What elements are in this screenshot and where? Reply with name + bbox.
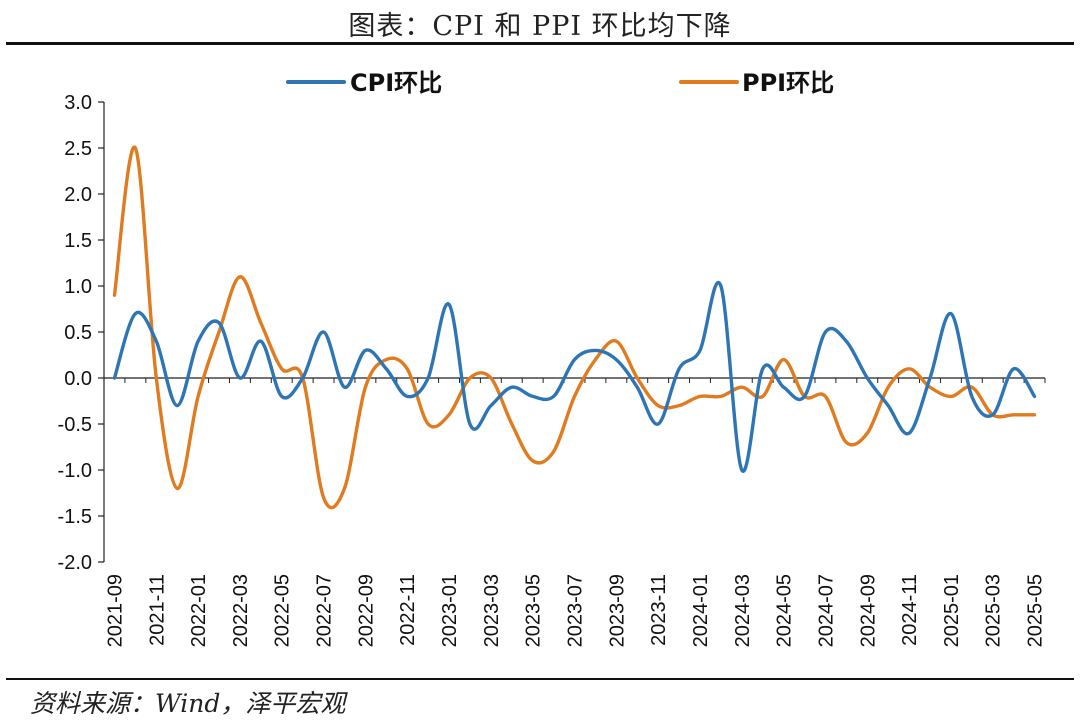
x-tick-label: 2023-09 bbox=[606, 574, 628, 647]
x-tick-label: 2022-05 bbox=[272, 574, 294, 647]
x-tick-label: 2025-01 bbox=[941, 574, 963, 647]
legend-label-ppi: PPI环比 bbox=[742, 69, 834, 97]
chart-title: 图表：CPI 和 PPI 环比均下降 bbox=[348, 11, 732, 42]
x-tick-label: 2024-09 bbox=[857, 574, 879, 647]
x-tick-label: 2022-03 bbox=[230, 574, 252, 647]
x-tick-label: 2024-07 bbox=[815, 574, 837, 647]
y-tick-label: -1.5 bbox=[58, 506, 92, 528]
series-line-ppi bbox=[112, 145, 1037, 510]
x-tick-label: 2024-11 bbox=[899, 574, 921, 646]
x-tick-label: 2024-05 bbox=[774, 574, 796, 647]
x-tick-label: 2023-05 bbox=[523, 574, 545, 647]
x-tick-label: 2025-05 bbox=[1025, 574, 1047, 647]
y-tick-label: -2.0 bbox=[58, 552, 92, 574]
x-tick-label: 2024-01 bbox=[690, 574, 712, 647]
x-tick-label: 2023-07 bbox=[565, 574, 587, 647]
y-tick-label: 0.0 bbox=[64, 368, 92, 390]
x-tick-label: 2022-01 bbox=[188, 574, 210, 647]
x-tick-label: 2021-11 bbox=[146, 574, 168, 646]
x-tick-label: 2022-11 bbox=[397, 574, 419, 646]
x-tick-label: 2024-03 bbox=[732, 574, 754, 647]
y-tick-label: 2.5 bbox=[64, 138, 92, 160]
x-tick-label: 2023-03 bbox=[481, 574, 503, 647]
y-tick-label: 0.5 bbox=[64, 322, 92, 344]
x-tick-label: 2025-03 bbox=[983, 574, 1005, 647]
y-tick-label: 1.5 bbox=[64, 230, 92, 252]
source-rule bbox=[6, 678, 1074, 680]
x-tick-label: 2021-09 bbox=[104, 574, 126, 647]
x-tick-label: 2023-11 bbox=[648, 574, 670, 646]
y-tick-label: 1.0 bbox=[64, 276, 92, 298]
x-tick-label: 2022-07 bbox=[314, 574, 336, 647]
title-rule bbox=[6, 42, 1074, 45]
legend-label-cpi: CPI环比 bbox=[350, 69, 442, 97]
y-tick-label: -1.0 bbox=[58, 460, 92, 482]
y-tick-label: 2.0 bbox=[64, 184, 92, 206]
x-tick-label: 2023-01 bbox=[439, 574, 461, 647]
y-tick-label: 3.0 bbox=[64, 92, 92, 114]
series-line-cpi bbox=[112, 281, 1037, 473]
x-tick-label: 2022-09 bbox=[355, 574, 377, 647]
y-tick-label: -0.5 bbox=[58, 414, 92, 436]
source-note: 资料来源：Wind，泽平宏观 bbox=[30, 689, 346, 718]
